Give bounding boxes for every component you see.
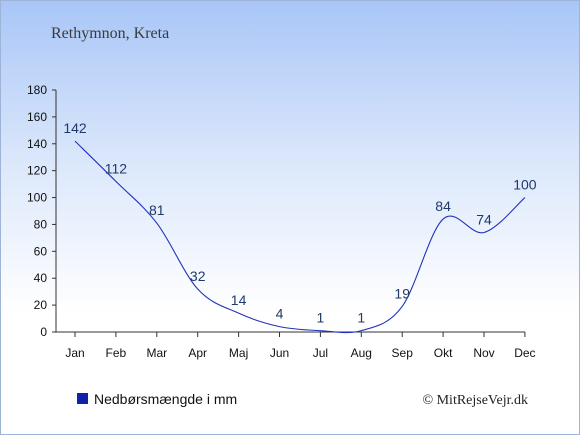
x-tick-label: Okt xyxy=(434,346,453,360)
data-label: 81 xyxy=(149,202,165,218)
data-label: 142 xyxy=(63,120,87,136)
x-tick-label: Maj xyxy=(229,346,248,360)
y-tick-label: 140 xyxy=(27,137,47,151)
x-tick-label: Jun xyxy=(270,346,289,360)
data-label: 84 xyxy=(435,198,451,214)
data-label: 4 xyxy=(276,306,284,322)
legend-swatch xyxy=(77,393,88,404)
axes xyxy=(52,89,526,337)
precipitation-line xyxy=(74,140,526,334)
legend-label: Nedbørsmængde i mm xyxy=(94,391,237,407)
y-tick-label: 20 xyxy=(34,298,48,312)
x-tick-label: Apr xyxy=(188,346,207,360)
data-labels: 142 112 81 32 14 4 1 1 19 84 74 100 xyxy=(63,120,536,326)
chart-title: Rethymnon, Kreta xyxy=(51,25,169,42)
y-tick-label: 100 xyxy=(27,191,47,205)
x-tick-label: Aug xyxy=(351,346,372,360)
x-tick-label: Jul xyxy=(313,346,328,360)
y-tick-label: 160 xyxy=(27,110,47,124)
data-label: 74 xyxy=(476,212,492,228)
y-tick-label: 60 xyxy=(34,244,48,258)
data-label: 19 xyxy=(394,285,410,301)
tick-labels: 0 20 40 60 80 100 120 140 160 180 Jan Feb Mar Apr Maj J… xyxy=(27,83,536,360)
y-tick-label: 40 xyxy=(34,271,48,285)
x-tick-label: Dec xyxy=(514,346,535,360)
data-label: 1 xyxy=(357,310,365,326)
data-label: 14 xyxy=(231,292,247,308)
y-tick-label: 180 xyxy=(27,83,47,97)
series-group xyxy=(74,140,526,334)
x-tick-label: Feb xyxy=(106,346,127,360)
data-label: 100 xyxy=(513,177,537,193)
y-tick-label: 120 xyxy=(27,164,47,178)
data-label: 1 xyxy=(317,310,325,326)
data-label: 112 xyxy=(105,160,128,176)
x-tick-label: Sep xyxy=(392,346,414,360)
data-label: 32 xyxy=(190,268,206,284)
copyright-credit: © MitRejseVejr.dk xyxy=(422,393,528,408)
y-tick-label: 0 xyxy=(40,325,47,339)
x-tick-label: Jan xyxy=(65,346,84,360)
x-tick-label: Nov xyxy=(473,346,494,360)
y-tick-label: 80 xyxy=(34,217,48,231)
x-tick-label: Mar xyxy=(146,346,167,360)
